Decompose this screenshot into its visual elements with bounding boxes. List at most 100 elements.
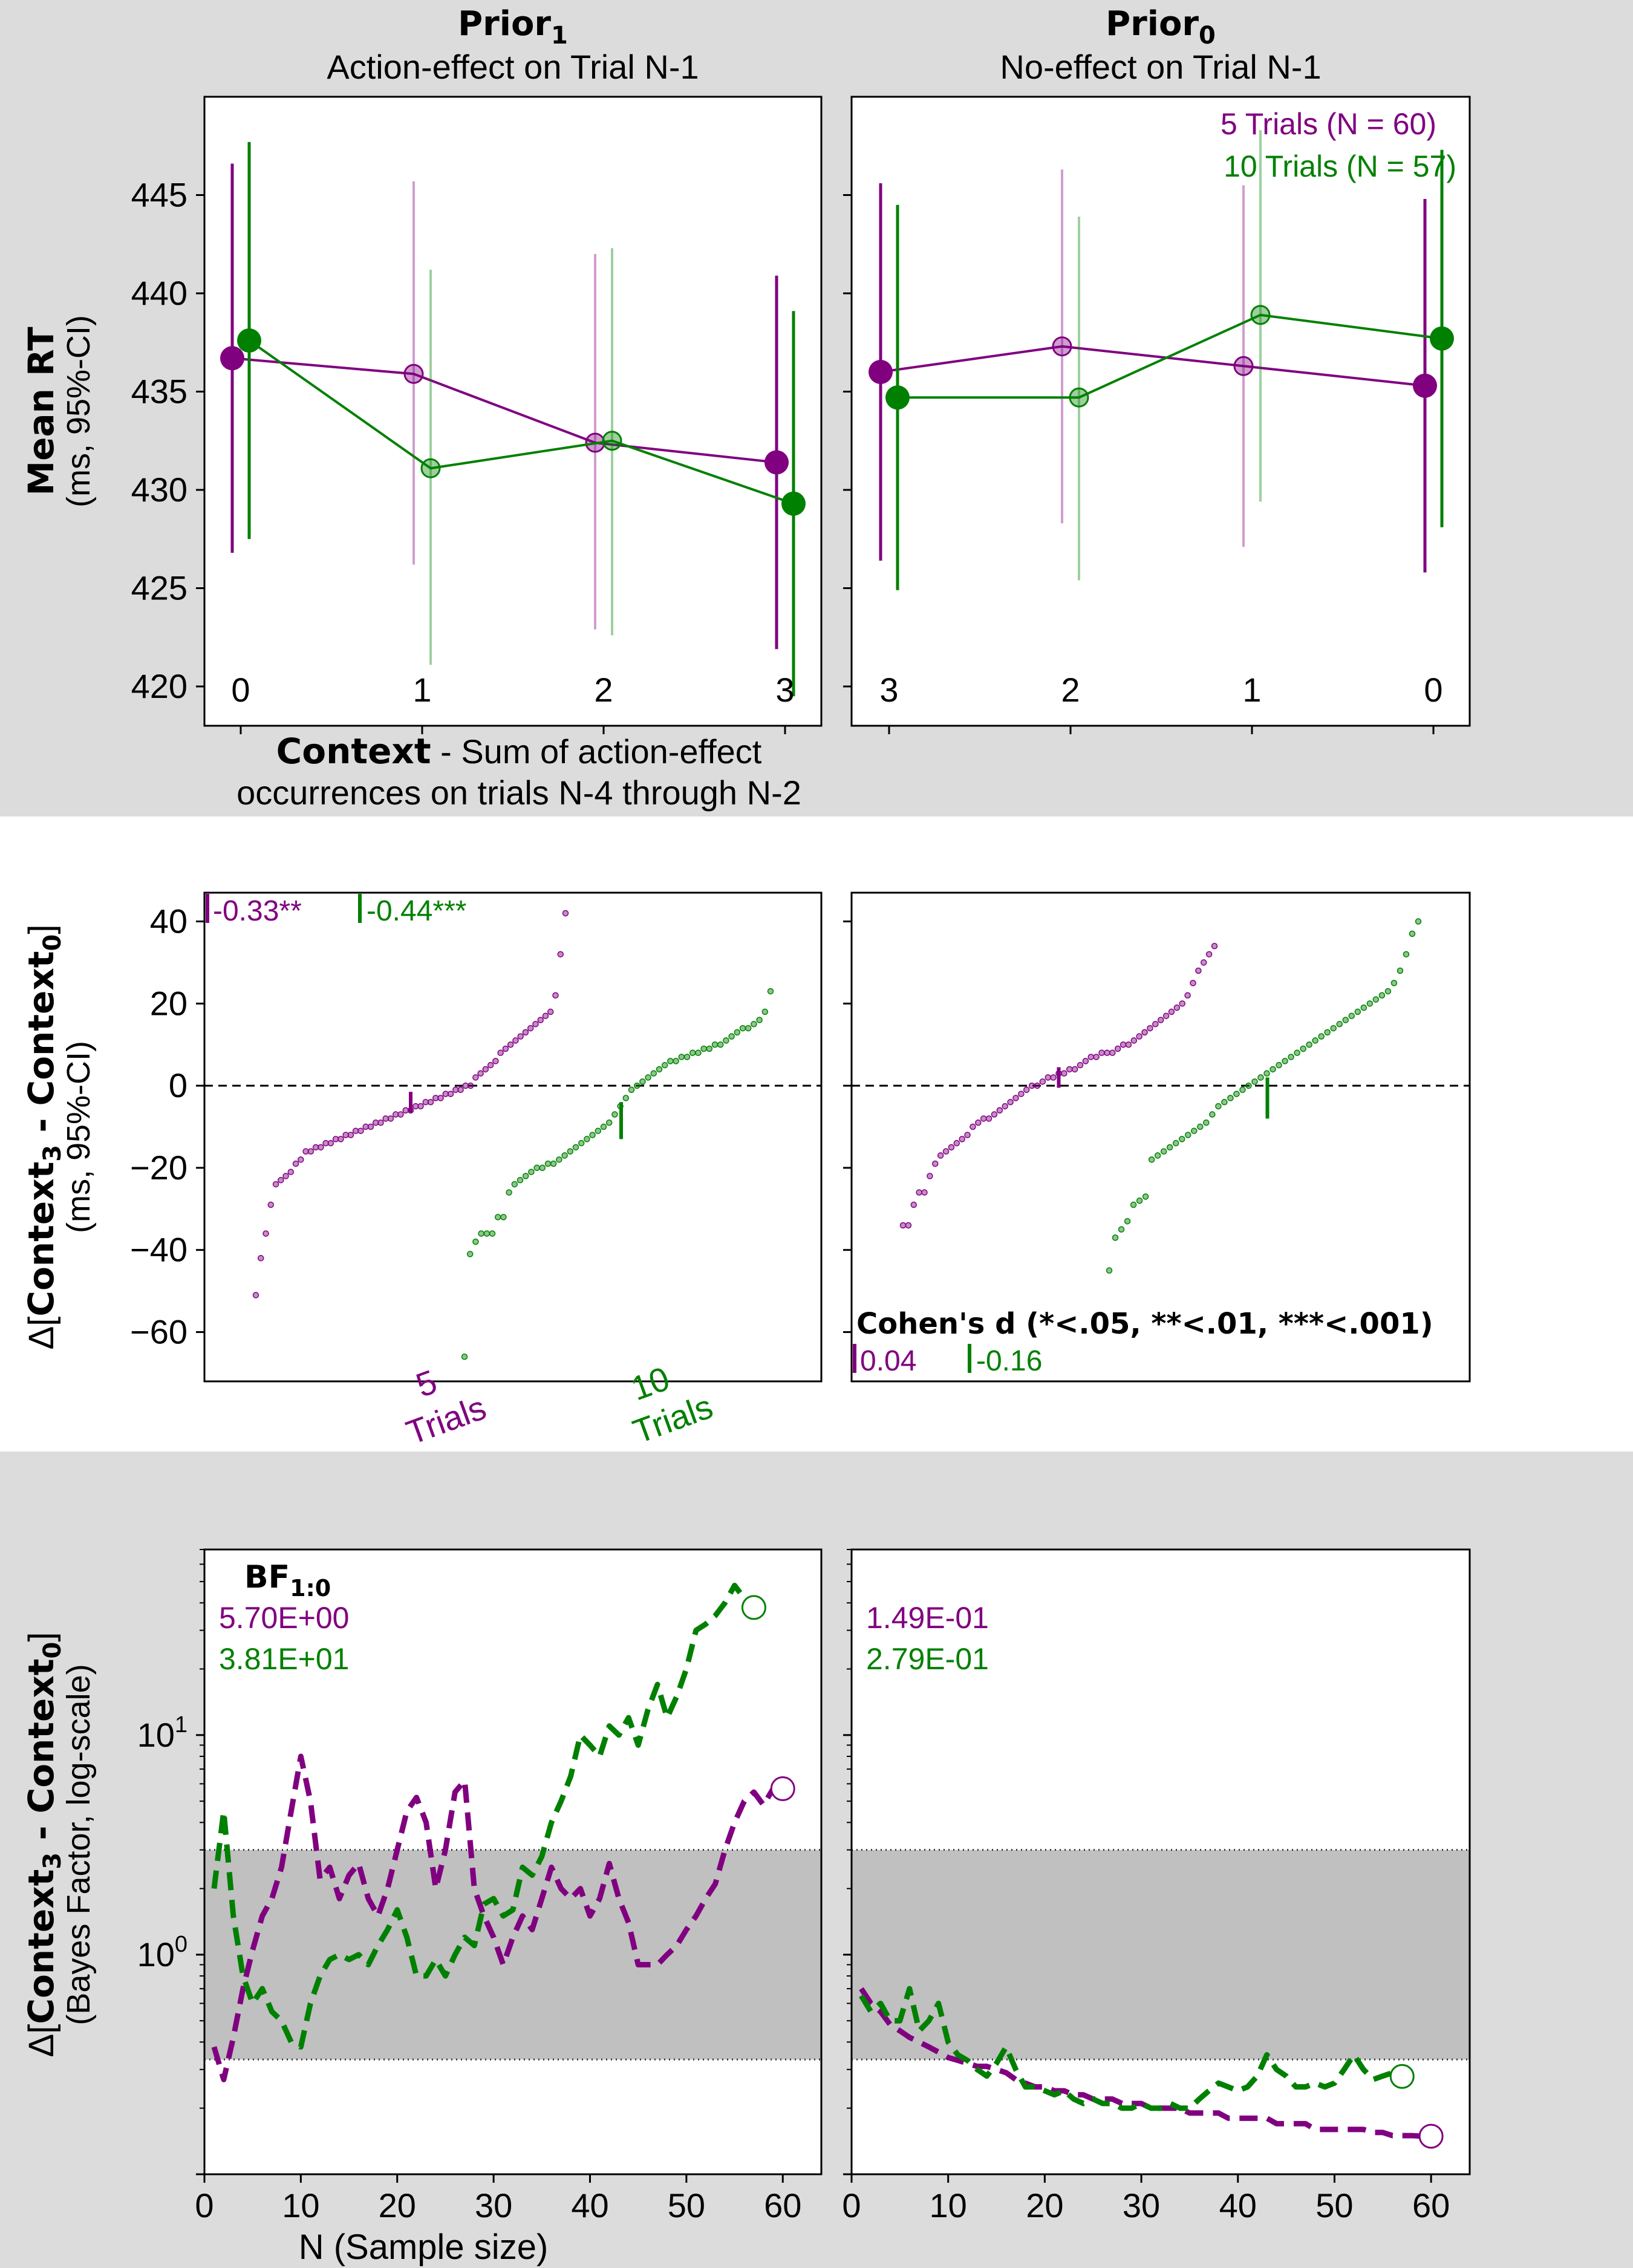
- middle-left-dot-ten: [723, 1037, 729, 1044]
- bottom-left-final-bf-five: [770, 1776, 795, 1801]
- middle-right-dot-ten: [1191, 1127, 1198, 1135]
- top-left-xtick-label: 0: [231, 671, 250, 709]
- top-right-point-ten-0: [885, 385, 910, 410]
- middle-left-dot-ten: [494, 1214, 501, 1220]
- middle-left-dot-ten: [645, 1074, 651, 1081]
- middle-left-dot-ten: [751, 1021, 757, 1028]
- cohens-d-title: Cohen's d (*<.05, **<.01, ***<.001): [856, 1307, 1433, 1341]
- middle-right-dot-five: [1200, 959, 1207, 966]
- cohens-d-five-left: -0.33**: [213, 895, 302, 927]
- middle-left-dot-ten: [595, 1127, 602, 1135]
- bottom-right-xtick-label: 40: [1219, 2186, 1257, 2224]
- middle-right-dot-five: [899, 1222, 907, 1229]
- top-right-point-five-2: [1233, 356, 1254, 376]
- bottom-left-xtick-label: 20: [379, 2186, 416, 2224]
- middle-left-frame: [203, 891, 823, 1383]
- middle-right-dot-ten: [1288, 1054, 1294, 1060]
- middle-left-dot-ten: [539, 1164, 546, 1171]
- middle-left-dot-five: [507, 1041, 514, 1048]
- bottom-ylabel-units: (Bayes Factor, log-scale): [60, 1664, 97, 2025]
- middle-left-dot-five: [337, 1136, 344, 1142]
- middle-left-dot-ten: [472, 1238, 479, 1245]
- middle-right-dot-five: [1007, 1099, 1014, 1106]
- middle-ytick-label: −60: [130, 1313, 187, 1351]
- middle-left-dot-five: [258, 1255, 264, 1262]
- middle-right-dot-ten: [1403, 951, 1410, 958]
- middle-ytick-label: −40: [130, 1231, 187, 1269]
- middle-left-dot-five: [477, 1070, 484, 1077]
- middle-right-dot-five: [1087, 1054, 1095, 1060]
- top-right-frame: [850, 96, 1471, 727]
- middle-left-dot-five: [252, 1292, 259, 1299]
- middle-left-dot-five: [417, 1103, 424, 1110]
- middle-left-dot-five: [562, 910, 569, 917]
- top-xlabel: Context - Sum of action-effect: [276, 731, 762, 772]
- bottom-ytick-label: 101: [137, 1712, 187, 1754]
- middle-left-dot-ten: [589, 1132, 596, 1138]
- middle-right-dot-five: [916, 1189, 922, 1196]
- middle-left-dot-ten: [611, 1111, 618, 1118]
- bottom-ylabel: Δ[Context3 - Context0]: [21, 1632, 67, 2058]
- bottom-xlabel: N (Sample size): [299, 2227, 549, 2267]
- legend-ten-trials: 10 Trials (N = 57): [1224, 149, 1456, 183]
- bottom-right-xtick-label: 60: [1412, 2186, 1450, 2224]
- top-ytick-label: 430: [131, 471, 187, 509]
- middle-right-dot-five: [1093, 1054, 1100, 1060]
- middle-left-dot-ten: [633, 1082, 640, 1089]
- top-left-xtick-label: 3: [775, 671, 794, 709]
- middle-right-dot-five: [921, 1189, 928, 1196]
- bottom-right-bf-line-ten: [859, 1986, 1403, 2111]
- middle-right-dot-five: [1002, 1103, 1008, 1110]
- middle-right-dot-ten: [1330, 1025, 1337, 1032]
- middle-left-dot-five: [472, 1074, 479, 1081]
- top-right-point-ten-2: [1250, 305, 1271, 325]
- top-right-subtitle: No-effect on Trial N-1: [1000, 48, 1321, 86]
- middle-right-dot-ten: [1336, 1021, 1343, 1028]
- middle-left-dot-five: [467, 1082, 474, 1089]
- middle-right-dot-ten: [1154, 1152, 1161, 1159]
- middle-left-dot-ten: [578, 1139, 585, 1147]
- middle-left-dot-ten: [478, 1230, 484, 1237]
- middle-right-dot-five: [932, 1160, 939, 1167]
- middle-right-dot-five: [1205, 951, 1213, 958]
- middle-left-dot-five: [367, 1123, 374, 1130]
- middle-right-dot-five: [1082, 1058, 1089, 1064]
- middle-right-dot-ten: [1415, 918, 1422, 925]
- middle-left-dot-five: [262, 1230, 269, 1237]
- bottom-left-frame: [203, 1548, 823, 2175]
- middle-left-dot-five: [318, 1144, 324, 1151]
- bottom-left-xtick-label: 10: [282, 2186, 319, 2224]
- middle-right-dot-ten: [1270, 1066, 1276, 1073]
- middle-right-dot-ten: [1142, 1193, 1149, 1200]
- middle-left-dot-ten: [605, 1119, 613, 1126]
- middle-left-dot-ten: [745, 1025, 752, 1032]
- middle-right-dot-ten: [1185, 1132, 1191, 1138]
- middle-right-dot-ten: [1239, 1086, 1246, 1093]
- bottom-right-xtick-label: 20: [1026, 2186, 1063, 2224]
- middle-left-dot-ten: [656, 1066, 663, 1073]
- bottom-left-bf-line-ten: [211, 1582, 756, 2050]
- bottom-left-xtick-label: 60: [764, 2186, 801, 2224]
- middle-right-dot-ten: [1354, 1008, 1361, 1015]
- middle-right-dot-ten: [1227, 1095, 1234, 1101]
- middle-left-dot-five: [292, 1160, 299, 1167]
- top-right-point-five-1: [1052, 336, 1072, 357]
- middle-right-dot-ten: [1294, 1049, 1300, 1057]
- middle-right-dot-five: [1039, 1078, 1046, 1085]
- middle-right-dot-ten: [1257, 1074, 1264, 1081]
- top-ylabel: Mean RT: [21, 327, 62, 496]
- bottom-right-xtick-label: 0: [842, 2186, 861, 2224]
- middle-left-dot-ten: [739, 1025, 746, 1032]
- top-ylabel-units: (ms, 95%-CI): [60, 315, 97, 507]
- middle-left-dot-five: [377, 1119, 384, 1126]
- middle-right-dot-ten: [1106, 1267, 1113, 1274]
- bf-ten-left: 3.81E+01: [219, 1642, 349, 1676]
- middle-right-dot-ten: [1172, 1139, 1179, 1147]
- bottom-left-final-bf-ten: [741, 1595, 766, 1620]
- middle-left-dot-ten: [767, 988, 774, 995]
- middle-left-dot-ten: [683, 1054, 691, 1060]
- bottom-left-xtick-label: 50: [668, 2186, 705, 2224]
- bf-five-left: 5.70E+00: [219, 1601, 349, 1635]
- middle-left-dot-five: [457, 1086, 464, 1093]
- middle-ytick-label: 40: [150, 902, 187, 940]
